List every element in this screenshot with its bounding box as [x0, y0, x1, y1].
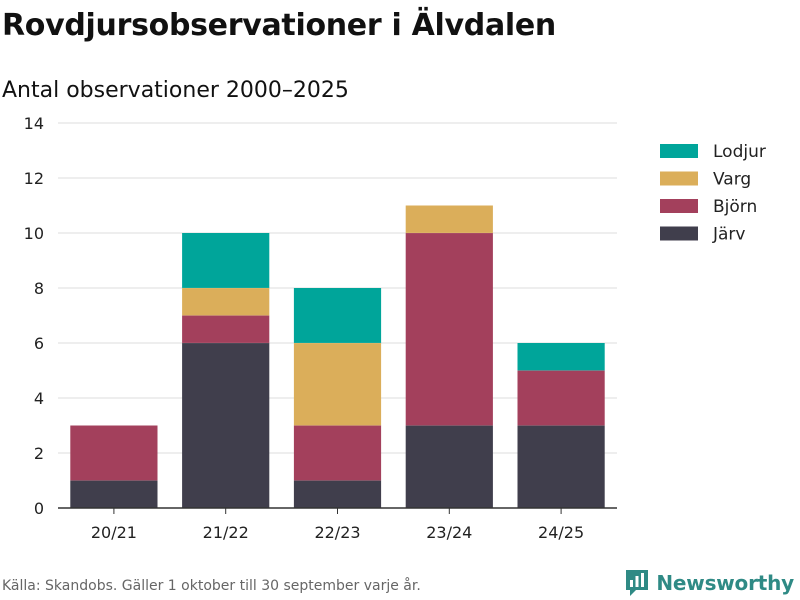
y-tick-label: 6: [34, 334, 44, 353]
y-axis-ticks: 0 2 4 6 8 10 12 14: [24, 114, 44, 518]
legend: Lodjur Varg Björn Järv: [660, 142, 766, 245]
y-tick-label: 2: [34, 444, 44, 463]
x-axis-ticks: 20/21 21/22 22/23 23/24 24/25: [91, 508, 584, 542]
bar-segment-järv: [70, 480, 158, 508]
bar-segment-björn: [70, 425, 158, 481]
legend-label-lodjur: Lodjur: [713, 142, 766, 162]
y-tick-label: 10: [24, 224, 44, 243]
brand-name: Newsworthy: [656, 571, 794, 595]
x-tick-label: 21/22: [203, 523, 249, 542]
x-tick-label: 20/21: [91, 523, 137, 542]
x-tick-label: 24/25: [538, 523, 584, 542]
bar-segment-lodjur: [182, 233, 270, 288]
brand-logo: Newsworthy: [624, 568, 794, 598]
bar-segment-varg: [293, 343, 382, 426]
legend-swatch-björn: [660, 199, 698, 213]
bars: [70, 205, 605, 508]
legend-swatch-varg: [660, 171, 698, 186]
bar-segment-lodjur: [293, 288, 382, 343]
chart-title: Rovdjursobservationer i Älvdalen: [2, 8, 556, 43]
bar-segment-järv: [182, 343, 270, 508]
legend-label-björn: Björn: [713, 197, 757, 217]
legend-label-järv: Järv: [712, 225, 745, 245]
bar-segment-lodjur: [517, 343, 605, 371]
bar-segment-varg: [405, 205, 493, 233]
y-tick-label: 0: [34, 499, 44, 518]
y-tick-label: 8: [34, 279, 44, 298]
y-tick-label: 4: [34, 389, 44, 408]
x-tick-label: 23/24: [426, 523, 472, 542]
bar-segment-järv: [517, 425, 605, 508]
bar-segment-björn: [293, 425, 382, 481]
bar-segment-varg: [182, 288, 270, 316]
x-tick-label: 22/23: [314, 523, 360, 542]
y-tick-label: 12: [24, 169, 44, 188]
bar-segment-björn: [405, 233, 493, 426]
legend-swatch-järv: [660, 226, 698, 241]
bar-segment-järv: [405, 425, 493, 508]
bar-segment-järv: [293, 480, 382, 508]
newsworthy-logo-icon: [626, 570, 649, 596]
chart-subtitle: Antal observationer 2000–2025: [2, 78, 349, 103]
bar-segment-björn: [517, 370, 605, 426]
y-tick-label: 14: [24, 114, 44, 133]
bar-segment-björn: [182, 315, 270, 343]
legend-swatch-lodjur: [660, 144, 698, 158]
source-note: Källa: Skandobs. Gäller 1 oktober till 3…: [2, 578, 421, 594]
legend-label-varg: Varg: [713, 170, 751, 190]
